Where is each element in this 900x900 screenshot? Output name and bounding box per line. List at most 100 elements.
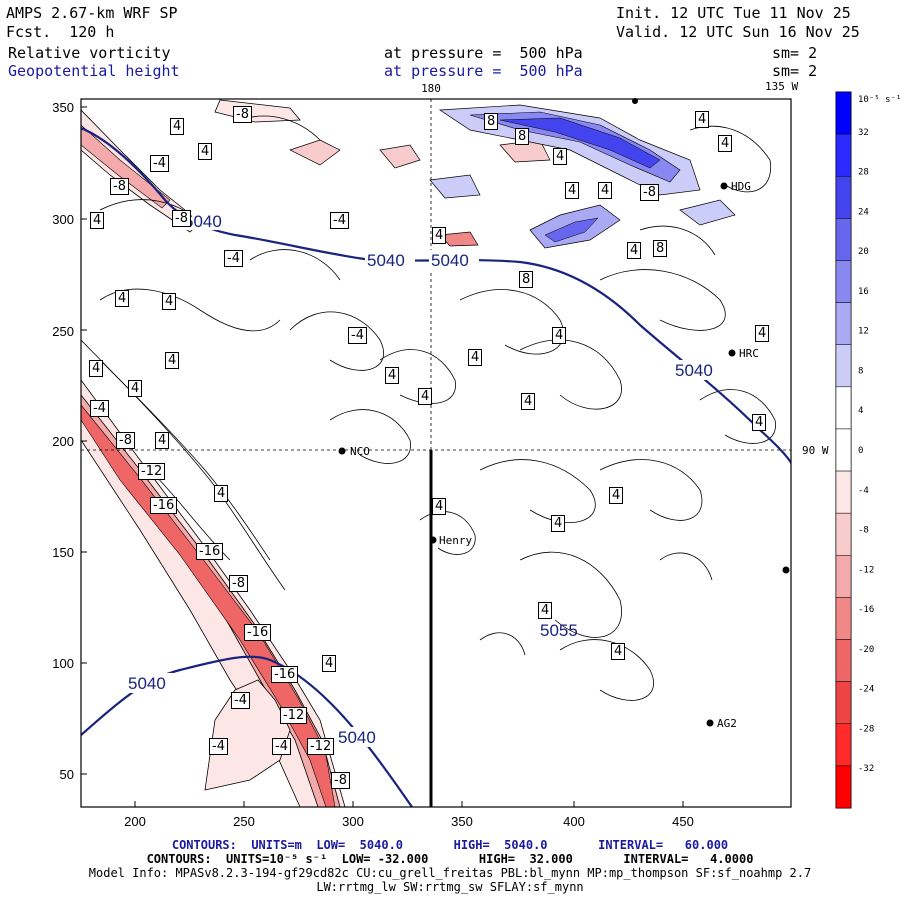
station-hrc-label: HRC — [739, 347, 759, 360]
y-tick-50: 50 — [60, 767, 74, 782]
vorticity-contour-label: 4 — [551, 515, 566, 532]
vorticity-contour-label: 4 — [538, 602, 553, 619]
colorbar-cell — [835, 681, 852, 725]
vorticity-contour-label: 4 — [115, 290, 130, 307]
y-tick-350: 350 — [52, 100, 74, 115]
vorticity-contour-label: -12 — [307, 738, 335, 755]
vorticity-contour-label: -8 — [116, 432, 135, 449]
vorticity-contour-label: -4 — [90, 400, 109, 417]
station-hrc-marker — [728, 349, 736, 357]
colorbar-label: 20 — [858, 247, 869, 257]
height-label-7: 5055 — [540, 621, 578, 640]
vorticity-contour-label: 4 — [468, 349, 483, 366]
colorbar-label: 24 — [858, 207, 869, 217]
station-ag2-marker — [706, 719, 714, 727]
vorticity-contour-label: 4 — [162, 293, 177, 310]
height-label-1: 5040 — [184, 212, 222, 231]
x-tick-450: 450 — [672, 814, 694, 829]
field2-smoothing: sm= 2 — [772, 62, 818, 80]
footer-vorticity-contours: CONTOURS: UNITS=10⁻⁵ s⁻¹ LOW= -32.000 HI… — [146, 852, 754, 866]
vorticity-contour-label: 4 — [214, 485, 229, 502]
colorbar-cell — [835, 765, 852, 809]
vorticity-contour-label: 4 — [198, 143, 213, 160]
vorticity-contour-label: 4 — [755, 325, 770, 342]
vorticity-contour-label: 8 — [484, 113, 499, 130]
model-title: AMPS 2.67-km WRF SP — [6, 4, 178, 22]
height-label-3: 5040 — [431, 251, 469, 270]
station-hdg-marker — [720, 182, 728, 190]
vorticity-contour-label: 4 — [565, 182, 580, 199]
colorbar-cell — [835, 218, 852, 261]
colorbar-cell — [835, 260, 852, 303]
vorticity-contour-label: 4 — [432, 498, 447, 515]
colorbar-cell — [835, 470, 852, 514]
y-tick-250: 250 — [52, 324, 74, 339]
colorbar-cell — [835, 555, 852, 598]
station-top-marker — [632, 98, 638, 104]
vorticity-contour-label: -12 — [280, 707, 308, 724]
vorticity-contour-label: -16 — [196, 543, 224, 560]
vorticity-band-upper — [81, 109, 201, 233]
height-label-5: 5040 — [128, 674, 166, 693]
vorticity-contour-label: -16 — [271, 666, 299, 683]
field2-name: Geopotential height — [8, 62, 180, 80]
lon-label-180: 180 — [421, 82, 441, 95]
colorbar-cell — [835, 133, 852, 177]
colorbar-unit: 10⁻⁵ s⁻¹ — [858, 95, 900, 105]
vorticity-contour-label: 4 — [128, 380, 143, 397]
vorticity-contour-label: -16 — [150, 497, 178, 514]
colorbar-label: -4 — [858, 486, 869, 496]
field1-smoothing: sm= 2 — [772, 44, 818, 62]
colorbar-cell — [835, 175, 852, 219]
footer-radiation-info: LW:rrtmg_lw SW:rrtmg_sw SFLAY:sf_mynn — [316, 880, 584, 894]
station-nco-label: NCO — [350, 445, 370, 458]
colorbar-label: 32 — [858, 128, 869, 138]
colorbar-label: 0 — [858, 446, 863, 456]
colorbar-cell — [835, 344, 852, 388]
station-hdg-label: HDG — [731, 180, 751, 193]
colorbar-cell — [835, 512, 852, 556]
vorticity-contour-label: 4 — [627, 242, 642, 259]
vorticity-contour-label: 4 — [418, 388, 433, 405]
vorticity-contour-label: -4 — [209, 738, 228, 755]
station-henry-marker — [429, 536, 437, 544]
field2-level: at pressure = 500 hPa — [384, 62, 583, 80]
vorticity-contour-label: 4 — [553, 148, 568, 165]
vorticity-contour-label: -4 — [224, 250, 243, 267]
vorticity-contour-label: 4 — [170, 118, 185, 135]
lon-label-135w: 135 W — [765, 80, 798, 93]
vorticity-contour-label: 4 — [598, 182, 613, 199]
colorbar-cell — [835, 639, 852, 682]
x-tick-200: 200 — [124, 814, 146, 829]
vorticity-contour-label: 4 — [611, 643, 626, 660]
vorticity-contour-label: -16 — [244, 624, 272, 641]
height-label-2: 5040 — [367, 251, 405, 270]
footer-height-contours: CONTOURS: UNITS=m LOW= 5040.0 HIGH= 5040… — [171, 838, 729, 852]
colorbar-label: -24 — [858, 685, 874, 695]
vorticity-contour-label: -8 — [172, 210, 191, 227]
colorbar-cell — [835, 428, 852, 472]
field1-name: Relative vorticity — [8, 44, 171, 62]
forecast-hour: Fcst. 120 h — [6, 23, 115, 41]
colorbar-label: -28 — [858, 724, 874, 734]
colorbar-label: -8 — [858, 526, 869, 536]
colorbar-cell — [835, 386, 852, 430]
x-tick-400: 400 — [563, 814, 585, 829]
init-time: Init. 12 UTC Tue 11 Nov 25 — [616, 4, 851, 22]
station-henry-label: Henry — [439, 534, 472, 547]
vorticity-contour-label: 4 — [718, 135, 733, 152]
vorticity-contour-label: -4 — [348, 327, 367, 344]
colorbar-label: -16 — [858, 605, 874, 615]
vorticity-contour-label: -8 — [229, 575, 248, 592]
station-ag2-label: AG2 — [717, 717, 737, 730]
vorticity-contour-label: -12 — [138, 463, 166, 480]
vorticity-contour-label: 8 — [519, 271, 534, 288]
vorticity-contour-label: 4 — [385, 367, 400, 384]
vorticity-blob-positive — [438, 104, 701, 196]
vorticity-contour-label: 4 — [89, 360, 104, 377]
vorticity-contour-label: 4 — [695, 111, 710, 128]
colorbar-label: -12 — [858, 565, 874, 575]
valid-time: Valid. 12 UTC Sun 16 Nov 25 — [616, 23, 860, 41]
vorticity-contour-label: 4 — [322, 655, 337, 672]
